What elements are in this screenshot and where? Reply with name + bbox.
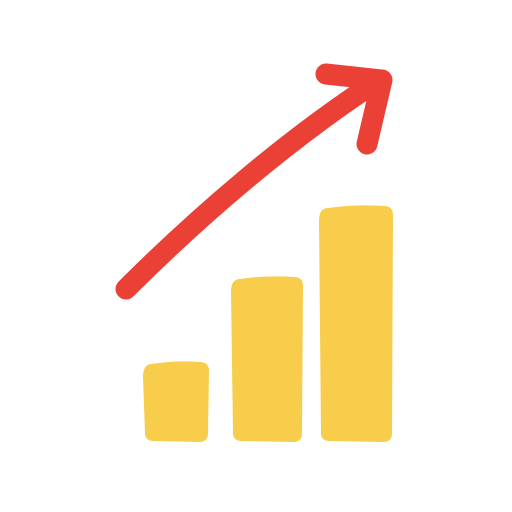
trend-arrow-shaft [115,71,387,300]
bar-group [143,205,393,442]
bar-large [319,205,393,442]
trend-arrow-head [315,63,393,155]
bar-medium [231,276,303,442]
bar-small [143,361,209,442]
